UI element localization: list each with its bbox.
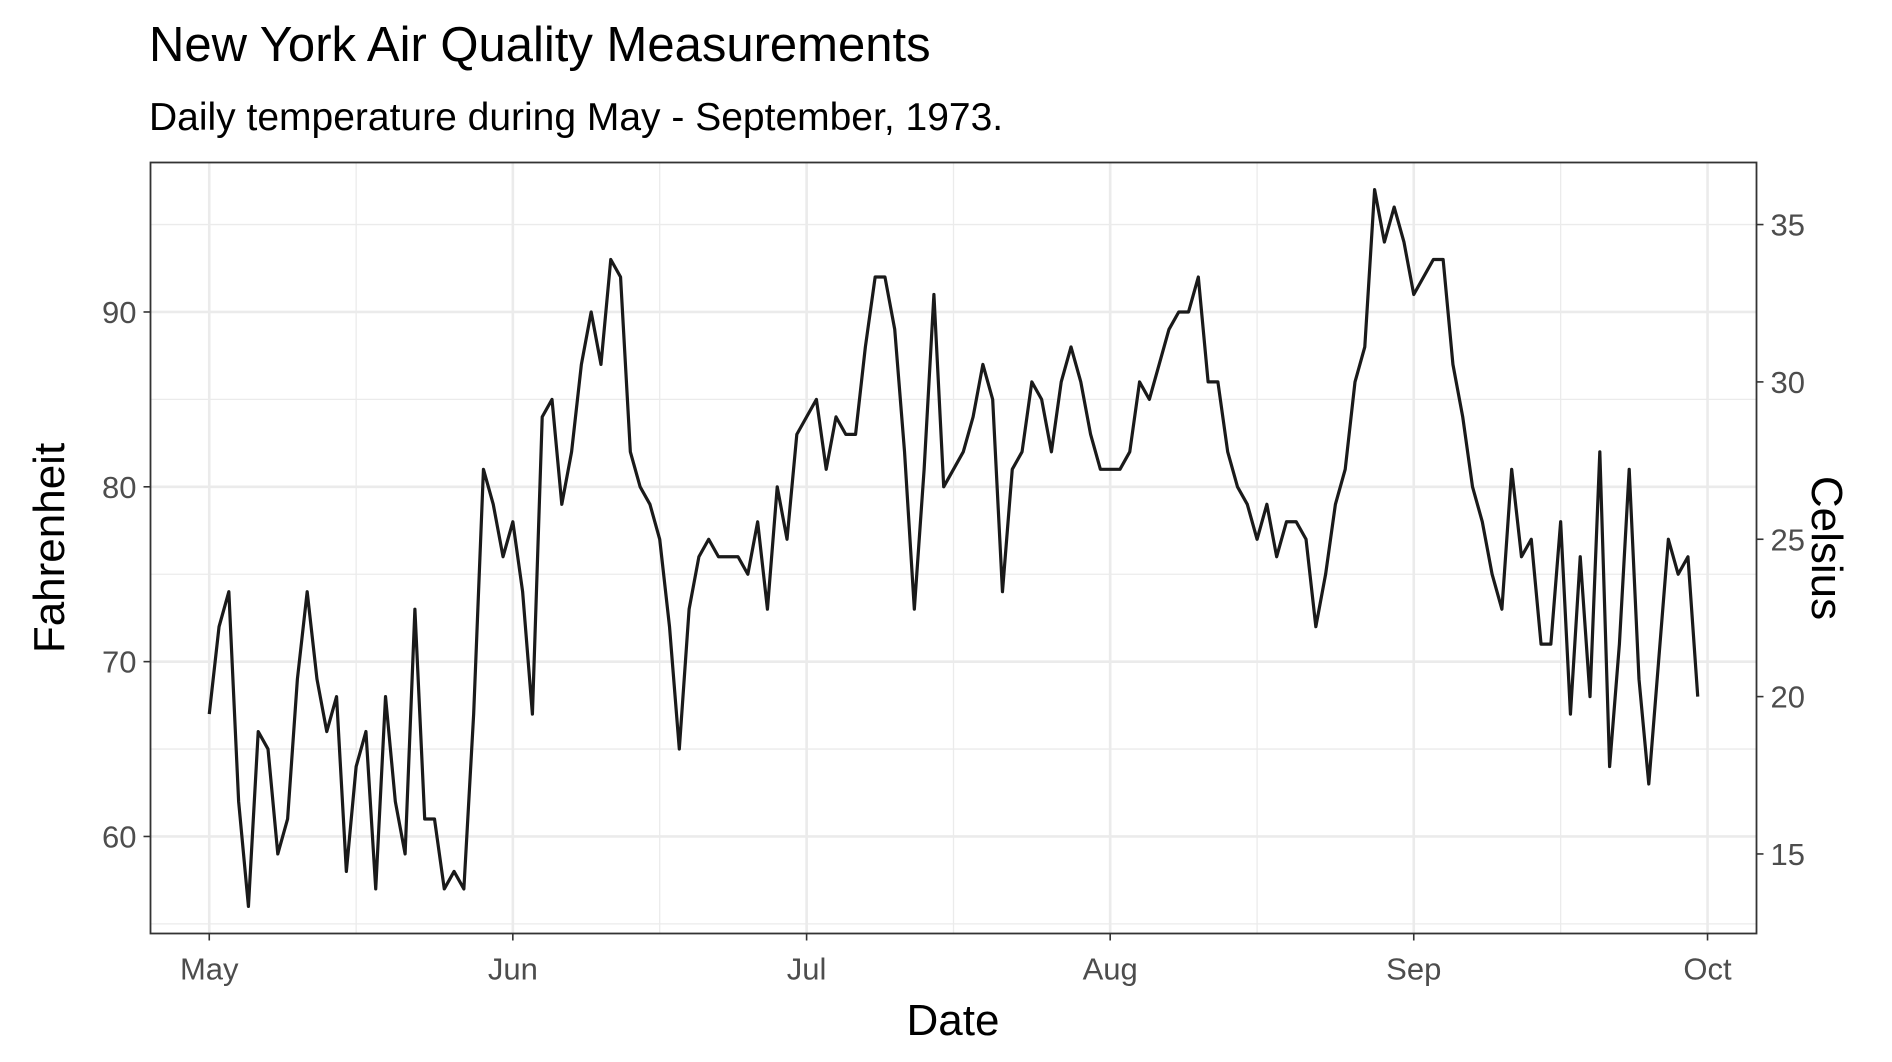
temperature-series-line — [207, 188, 1700, 909]
series-layer — [207, 188, 1700, 909]
x-tick-label: May — [180, 952, 239, 987]
y-tick-label: 90 — [102, 295, 136, 330]
y-axis-title: Fahrenheit — [25, 443, 74, 653]
y2-axis-title: Celsius — [1802, 476, 1851, 620]
axis-ticks: 60 70 80 90 May Jun Jul Aug Sep Oct 15 20 25 30 35 — [102, 208, 1805, 987]
y2-tick-label: 25 — [1771, 522, 1805, 557]
grid-lines — [150, 162, 1757, 934]
y2-tick-label: 15 — [1771, 837, 1805, 872]
x-tick-label: Aug — [1083, 952, 1138, 987]
y-tick-label: 80 — [102, 470, 136, 505]
panel-border — [149, 161, 1758, 935]
x-tick-label: Oct — [1683, 952, 1732, 987]
x-tick-label: Sep — [1386, 952, 1441, 987]
x-tick-label: Jun — [488, 952, 538, 987]
chart-title: New York Air Quality Measurements — [149, 18, 931, 72]
y2-tick-label: 35 — [1771, 208, 1805, 243]
y2-tick-label: 30 — [1771, 365, 1805, 400]
chart-subtitle: Daily temperature during May - September… — [149, 96, 1003, 139]
y-tick-label: 70 — [102, 645, 136, 680]
x-axis-title: Date — [907, 996, 1000, 1045]
x-tick-label: Jul — [787, 952, 827, 987]
y-tick-label: 60 — [102, 819, 136, 854]
y2-tick-label: 20 — [1771, 680, 1805, 715]
